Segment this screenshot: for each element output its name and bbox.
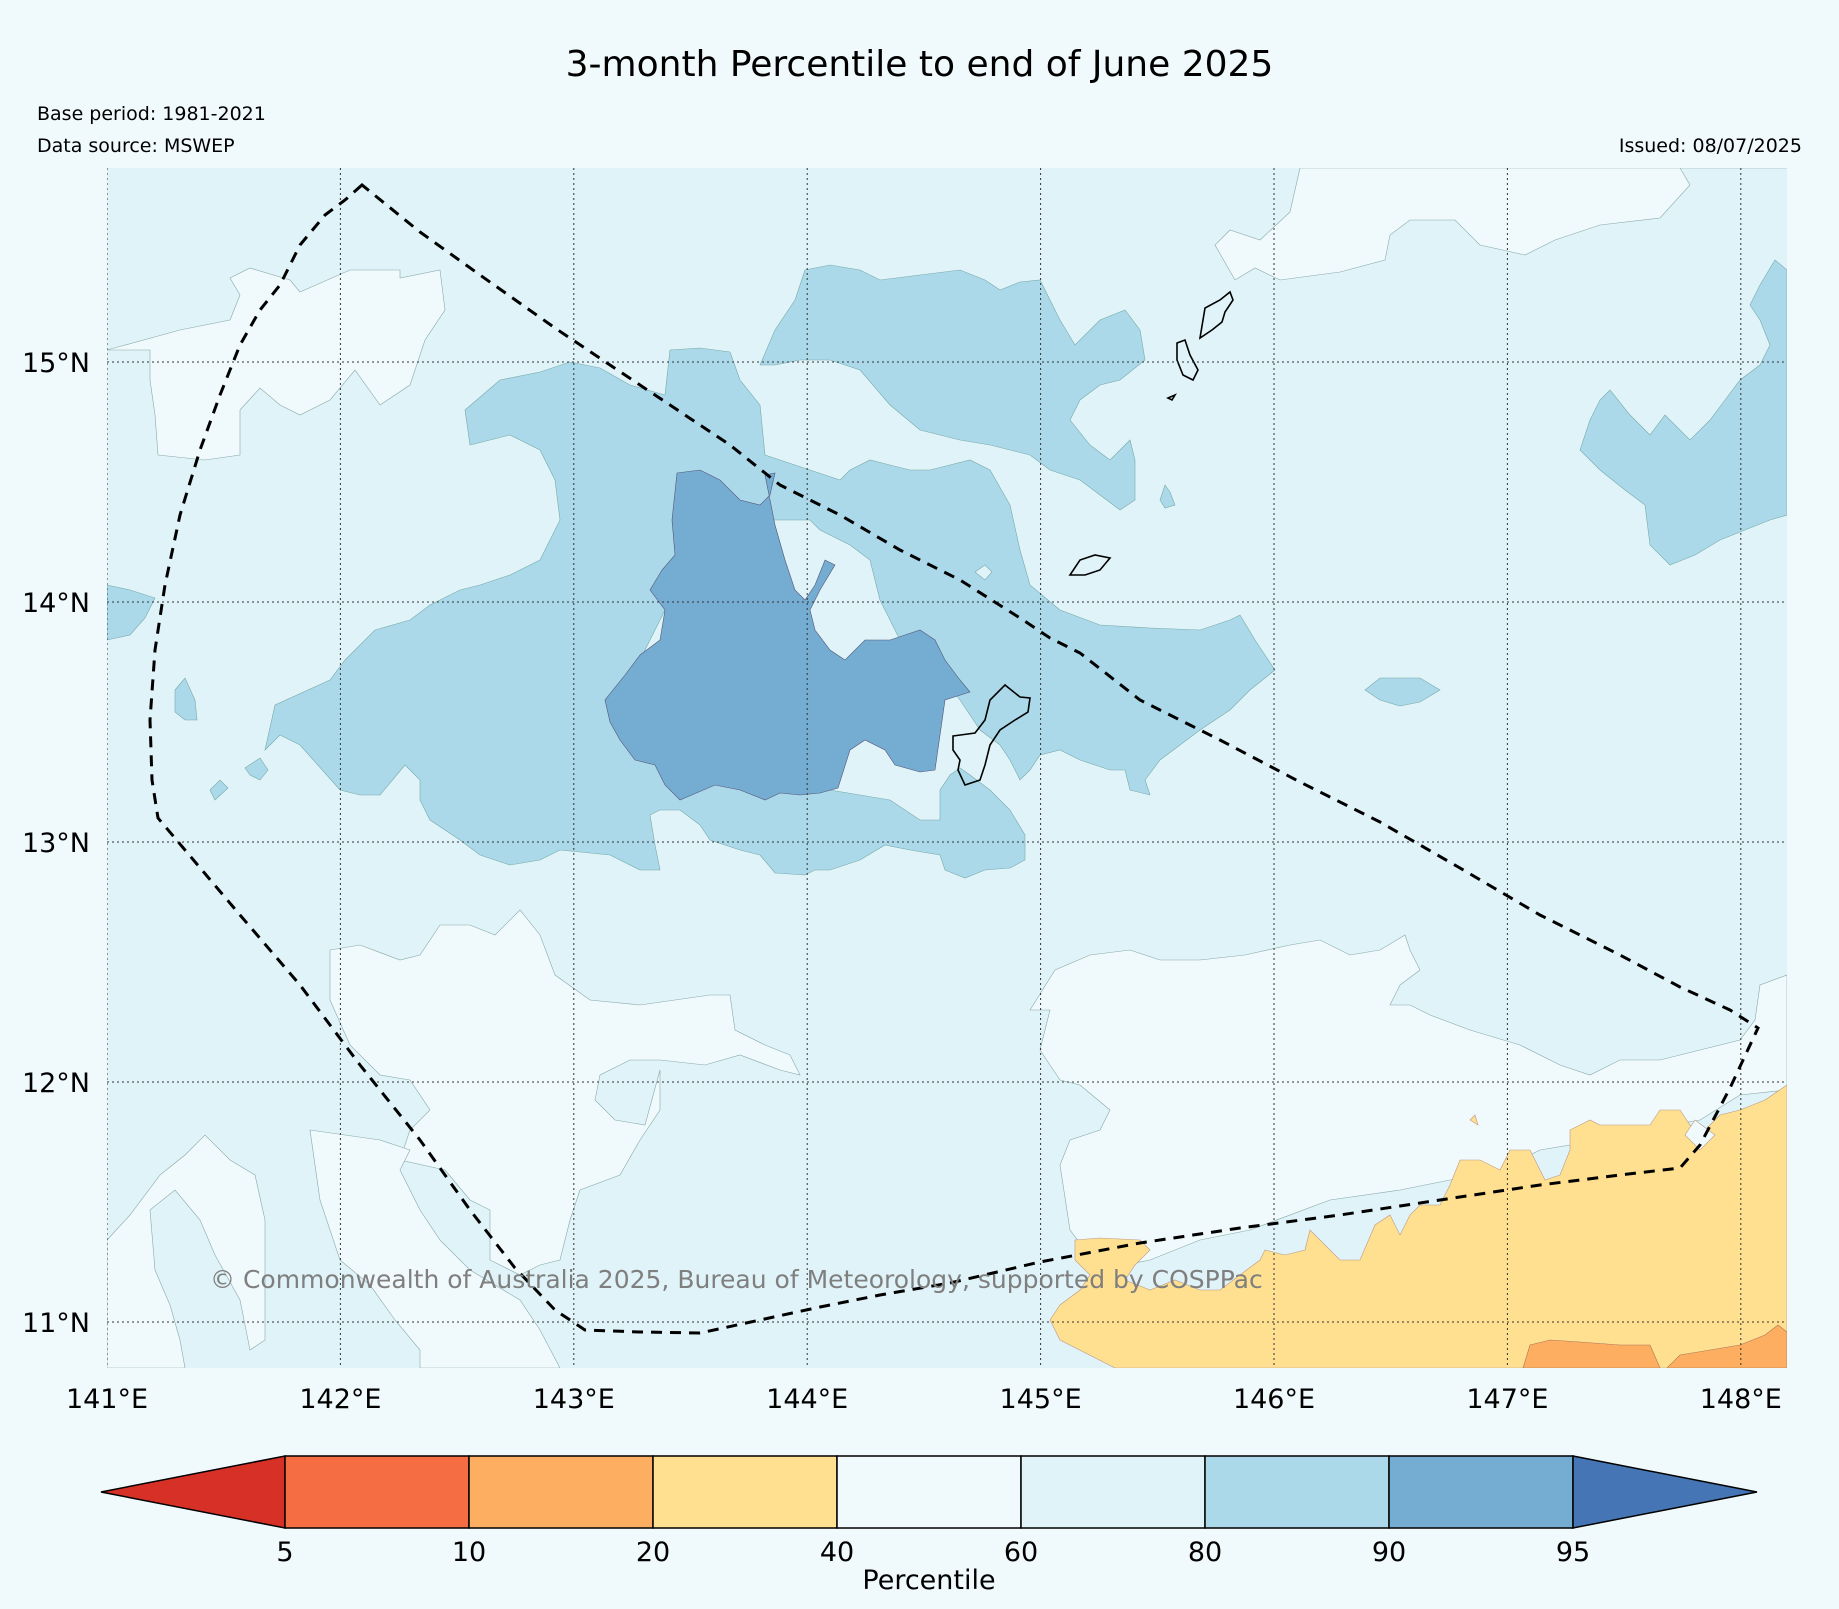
lon-label-148e: 148°E: [1700, 1384, 1782, 1415]
colorbar-label: Percentile: [862, 1565, 995, 1596]
copyright-text: © Commonwealth of Australia 2025, Bureau…: [210, 1265, 1263, 1294]
lat-label-13n: 13°N: [22, 828, 90, 859]
lon-label-141e: 141°E: [66, 1384, 148, 1415]
percentile-10-20-region: [1522, 1324, 1787, 1368]
colorbar-tick-labels: 5 10 20 40 60 80 90 95: [276, 1537, 1590, 1568]
colorbar-swatch: [1020, 1455, 1206, 1529]
colorbar-tick-label: 60: [1004, 1537, 1038, 1568]
base-period-text: Base period: 1981-2021: [37, 103, 266, 125]
colorbar: 5 10 20 40 60 80 90 95 Percentile: [100, 1455, 1758, 1596]
lat-label-12n: 12°N: [22, 1068, 90, 1099]
longitude-labels: 141°E 142°E 143°E 144°E 145°E 146°E 147°…: [66, 1384, 1782, 1415]
map-title: 3-month Percentile to end of June 2025: [565, 44, 1274, 85]
colorbar-swatch: [468, 1455, 654, 1529]
colorbar-extend-low: [100, 1455, 286, 1529]
percentile-80-90-regions: [107, 259, 1787, 879]
colorbar-tick-label: 40: [820, 1537, 854, 1568]
map-area: © Commonwealth of Australia 2025, Bureau…: [107, 168, 1787, 1368]
percentile-90-95-region: [604, 469, 971, 801]
colorbar-extend-high: [1572, 1455, 1758, 1529]
colorbar-swatch: [284, 1455, 470, 1529]
lon-label-146e: 146°E: [1233, 1384, 1315, 1415]
percentile-20-40-region: [1049, 1084, 1787, 1368]
colorbar-tick-label: 20: [636, 1537, 670, 1568]
percentile-40-60-regions: [107, 168, 1787, 1368]
lon-label-144e: 144°E: [766, 1384, 848, 1415]
lon-label-143e: 143°E: [533, 1384, 615, 1415]
lon-label-147e: 147°E: [1466, 1384, 1548, 1415]
colorbar-tick-label: 5: [276, 1537, 293, 1568]
data-source-text: Data source: MSWEP: [37, 135, 235, 157]
colorbar-tick-label: 95: [1556, 1537, 1590, 1568]
lat-label-15n: 15°N: [22, 348, 90, 379]
colorbar-tick-label: 80: [1188, 1537, 1222, 1568]
lat-label-11n: 11°N: [22, 1308, 90, 1339]
lat-label-14n: 14°N: [22, 588, 90, 619]
latitude-labels: 15°N 14°N 13°N 12°N 11°N: [22, 348, 90, 1339]
colorbar-swatch: [652, 1455, 838, 1529]
colorbar-tick-label: 90: [1372, 1537, 1406, 1568]
colorbar-tick-label: 10: [452, 1537, 486, 1568]
colorbar-swatches: [100, 1455, 1758, 1529]
issued-date-text: Issued: 08/07/2025: [1618, 135, 1802, 157]
colorbar-swatch: [1204, 1455, 1390, 1529]
colorbar-swatch: [1388, 1455, 1574, 1529]
colorbar-swatch: [836, 1455, 1022, 1529]
map-gridlines: [107, 168, 1787, 1368]
lon-label-142e: 142°E: [299, 1384, 381, 1415]
lon-label-145e: 145°E: [1000, 1384, 1082, 1415]
